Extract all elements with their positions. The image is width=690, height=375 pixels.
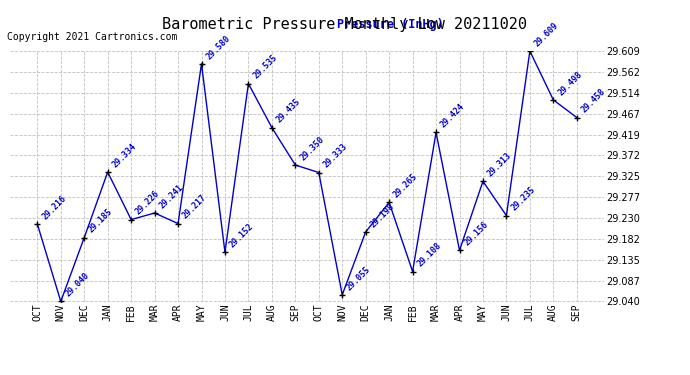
Text: 29.152: 29.152	[228, 222, 255, 249]
Text: 29.458: 29.458	[580, 87, 607, 115]
Text: 29.498: 29.498	[556, 69, 584, 97]
Text: Barometric Pressure Monthly Low 20211020: Barometric Pressure Monthly Low 20211020	[163, 17, 527, 32]
Text: 29.580: 29.580	[204, 33, 232, 61]
Text: 29.334: 29.334	[110, 142, 138, 169]
Text: 29.055: 29.055	[345, 264, 373, 292]
Text: 29.609: 29.609	[533, 21, 560, 48]
Text: 29.265: 29.265	[392, 172, 420, 200]
Text: 29.216: 29.216	[40, 194, 68, 221]
Text: Pressure (InHg): Pressure (InHg)	[337, 18, 444, 30]
Text: Copyright 2021 Cartronics.com: Copyright 2021 Cartronics.com	[7, 32, 177, 42]
Text: 29.235: 29.235	[509, 185, 537, 213]
Text: 29.435: 29.435	[275, 97, 302, 125]
Text: 29.350: 29.350	[298, 135, 326, 162]
Text: 29.156: 29.156	[462, 220, 490, 248]
Text: 29.313: 29.313	[486, 151, 513, 178]
Text: 29.226: 29.226	[134, 189, 161, 217]
Text: 29.424: 29.424	[439, 102, 466, 130]
Text: 29.040: 29.040	[63, 271, 91, 298]
Text: 29.333: 29.333	[322, 142, 349, 170]
Text: 29.198: 29.198	[368, 201, 396, 229]
Text: 29.185: 29.185	[87, 207, 115, 235]
Text: 29.108: 29.108	[415, 241, 443, 269]
Text: 29.217: 29.217	[181, 193, 208, 221]
Text: 29.241: 29.241	[157, 183, 185, 210]
Text: 29.535: 29.535	[251, 53, 279, 81]
